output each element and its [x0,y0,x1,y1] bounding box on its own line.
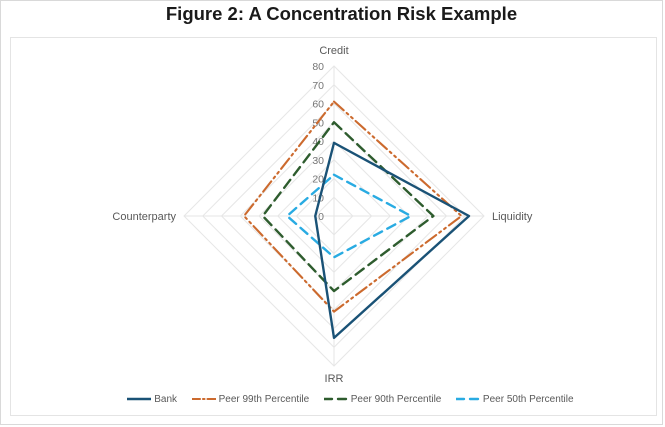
svg-text:30: 30 [312,155,324,167]
svg-text:70: 70 [312,80,324,92]
svg-text:80: 80 [312,61,324,73]
svg-text:IRR: IRR [325,373,344,385]
svg-text:Counterparty: Counterparty [112,211,176,223]
svg-text:0: 0 [318,211,324,223]
svg-text:60: 60 [312,99,324,111]
svg-text:Credit: Credit [319,45,348,57]
svg-text:Liquidity: Liquidity [492,211,533,223]
